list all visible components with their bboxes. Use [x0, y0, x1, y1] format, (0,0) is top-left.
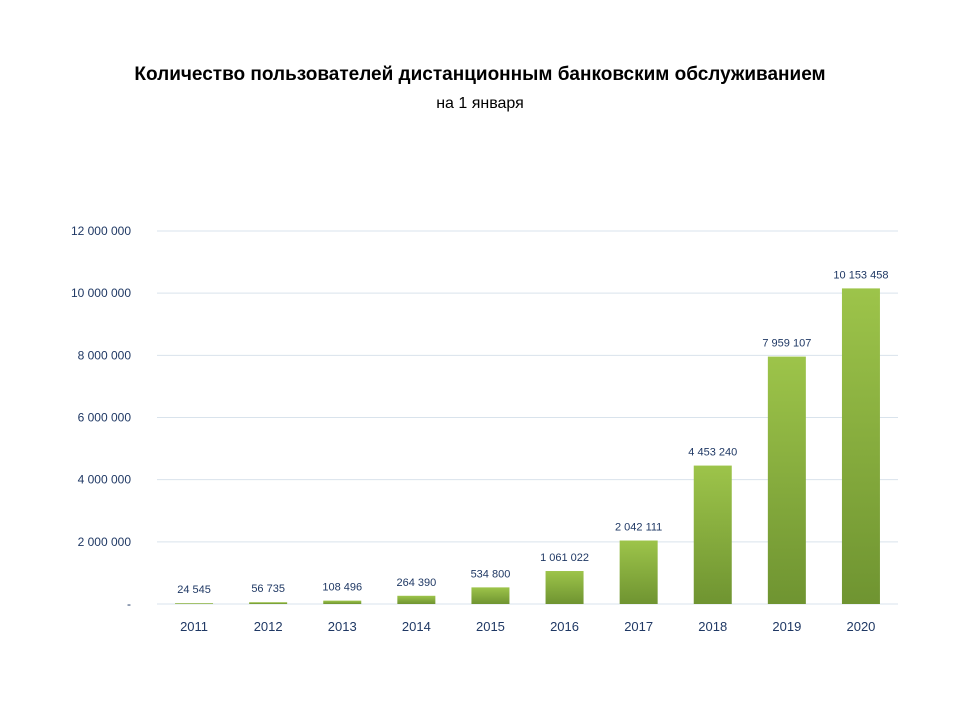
bar-2017 — [619, 540, 658, 604]
chart-title: Количество пользователей дистанционным б… — [134, 64, 826, 85]
bar-2020 — [841, 288, 880, 604]
data-label-2018: 4 453 240 — [688, 447, 737, 459]
data-label-2015: 534 800 — [471, 568, 511, 580]
y-tick-label: 12 000 000 — [71, 224, 131, 238]
x-tick-label-2014: 2014 — [402, 619, 431, 634]
data-label-2013: 108 496 — [322, 582, 362, 594]
bar-2019 — [767, 356, 806, 604]
x-tick-label-2020: 2020 — [846, 619, 875, 634]
y-tick-label: 8 000 000 — [78, 348, 132, 362]
x-tick-label-2015: 2015 — [476, 619, 505, 634]
y-tick-label: 4 000 000 — [78, 473, 132, 487]
data-labels: 24 545 56 735 108 496 264 390 534 800 1 061 0… — [177, 269, 888, 596]
y-tick-label: 6 000 000 — [78, 411, 132, 425]
x-tick-label-2016: 2016 — [550, 619, 579, 634]
data-label-2020: 10 153 458 — [833, 269, 888, 281]
x-tick-label-2017: 2017 — [624, 619, 653, 634]
chart-subtitle: на 1 января — [436, 95, 524, 112]
bar-2011 — [175, 603, 214, 604]
bar-2014 — [397, 595, 436, 604]
x-tick-label-2019: 2019 — [772, 619, 801, 634]
data-label-2014: 264 390 — [396, 577, 436, 589]
data-label-2012: 56 735 — [251, 583, 285, 595]
bars — [175, 288, 880, 604]
bar-2018 — [693, 465, 732, 604]
x-tick-label-2018: 2018 — [698, 619, 727, 634]
x-tick-label-2011: 2011 — [180, 619, 208, 634]
y-tick-label: 10 000 000 — [71, 286, 131, 300]
bar-2012 — [249, 602, 288, 604]
bar-2016 — [545, 571, 584, 604]
data-label-2016: 1 061 022 — [540, 552, 589, 564]
y-tick-label: 2 000 000 — [78, 535, 132, 549]
bar-2015 — [471, 587, 510, 604]
data-label-2017: 2 042 111 — [615, 522, 662, 534]
x-tick-label-2013: 2013 — [328, 619, 357, 634]
y-tick-label: - — [127, 597, 131, 611]
bar-2013 — [323, 600, 362, 604]
data-label-2019: 7 959 107 — [762, 338, 811, 350]
x-axis: 2011 2012 2013 2014 2015 2016 2017 2018 2019 2020 — [180, 619, 875, 634]
x-tick-label-2012: 2012 — [254, 619, 283, 634]
data-label-2011: 24 545 — [177, 584, 211, 596]
y-axis: - 2 000 000 4 000 000 6 000 000 8 000 000 10 … — [71, 224, 131, 611]
